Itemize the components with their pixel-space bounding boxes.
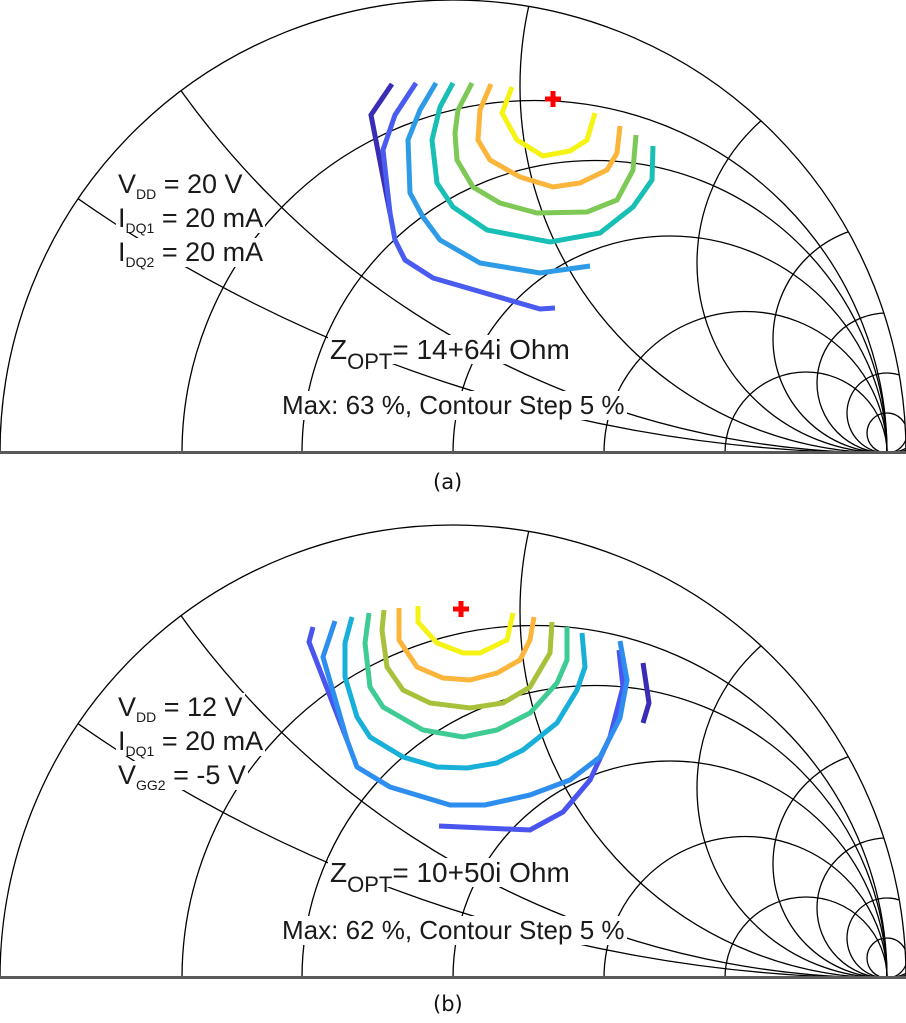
contour-line — [379, 609, 555, 711]
contour-line — [405, 81, 591, 276]
outer-boundary — [0, 524, 906, 979]
contour-line — [306, 626, 350, 741]
max-summary: Max: 62 %, Contour Step 5 % — [280, 915, 627, 945]
condition-idq1: IDQ1 = 20 mA — [116, 726, 266, 759]
efficiency-contours — [306, 606, 652, 833]
smith-grid-b — [0, 524, 906, 979]
contour-line — [362, 612, 570, 740]
contour-line — [396, 608, 537, 683]
optimum-marker-icon — [453, 601, 469, 617]
smith-chart-b: VDD = 12 V IDQ1 = 20 mA VGG2 = -5 V ZOPT… — [0, 524, 906, 979]
contour-line — [342, 616, 588, 771]
contour-line — [415, 606, 516, 656]
real-axis — [0, 976, 906, 979]
real-axis — [0, 451, 906, 454]
contour-line — [429, 81, 656, 245]
condition-idq2: IDQ2 = 20 mA — [116, 237, 266, 270]
contour-line — [320, 620, 630, 808]
zopt-label: ZOPT= 14+64i Ohm — [328, 334, 572, 374]
contour-line — [475, 83, 623, 190]
contour-line — [380, 81, 556, 312]
zopt-label: ZOPT= 10+50i Ohm — [328, 857, 572, 897]
condition-vdd: VDD = 20 V — [116, 169, 245, 202]
outer-boundary — [0, 0, 906, 454]
condition-vgg2: VGG2 = -5 V — [116, 760, 248, 793]
optimum-marker-icon — [545, 91, 561, 107]
condition-idq1: IDQ1 = 20 mA — [116, 203, 266, 236]
condition-vdd: VDD = 12 V — [116, 692, 245, 725]
caption-a: (a) — [433, 470, 463, 494]
smith-grid-a — [0, 0, 906, 454]
smith-chart-a: VDD = 20 V IDQ1 = 20 mA IDQ2 = 20 mA ZOP… — [0, 0, 906, 454]
contour-line — [499, 86, 598, 159]
efficiency-contours — [368, 81, 656, 312]
contour-line — [452, 81, 639, 216]
contour-line — [640, 662, 652, 724]
contour-line — [368, 82, 395, 214]
contour-line — [438, 649, 626, 833]
caption-b: (b) — [433, 992, 463, 1016]
max-summary: Max: 63 %, Contour Step 5 % — [280, 390, 627, 420]
